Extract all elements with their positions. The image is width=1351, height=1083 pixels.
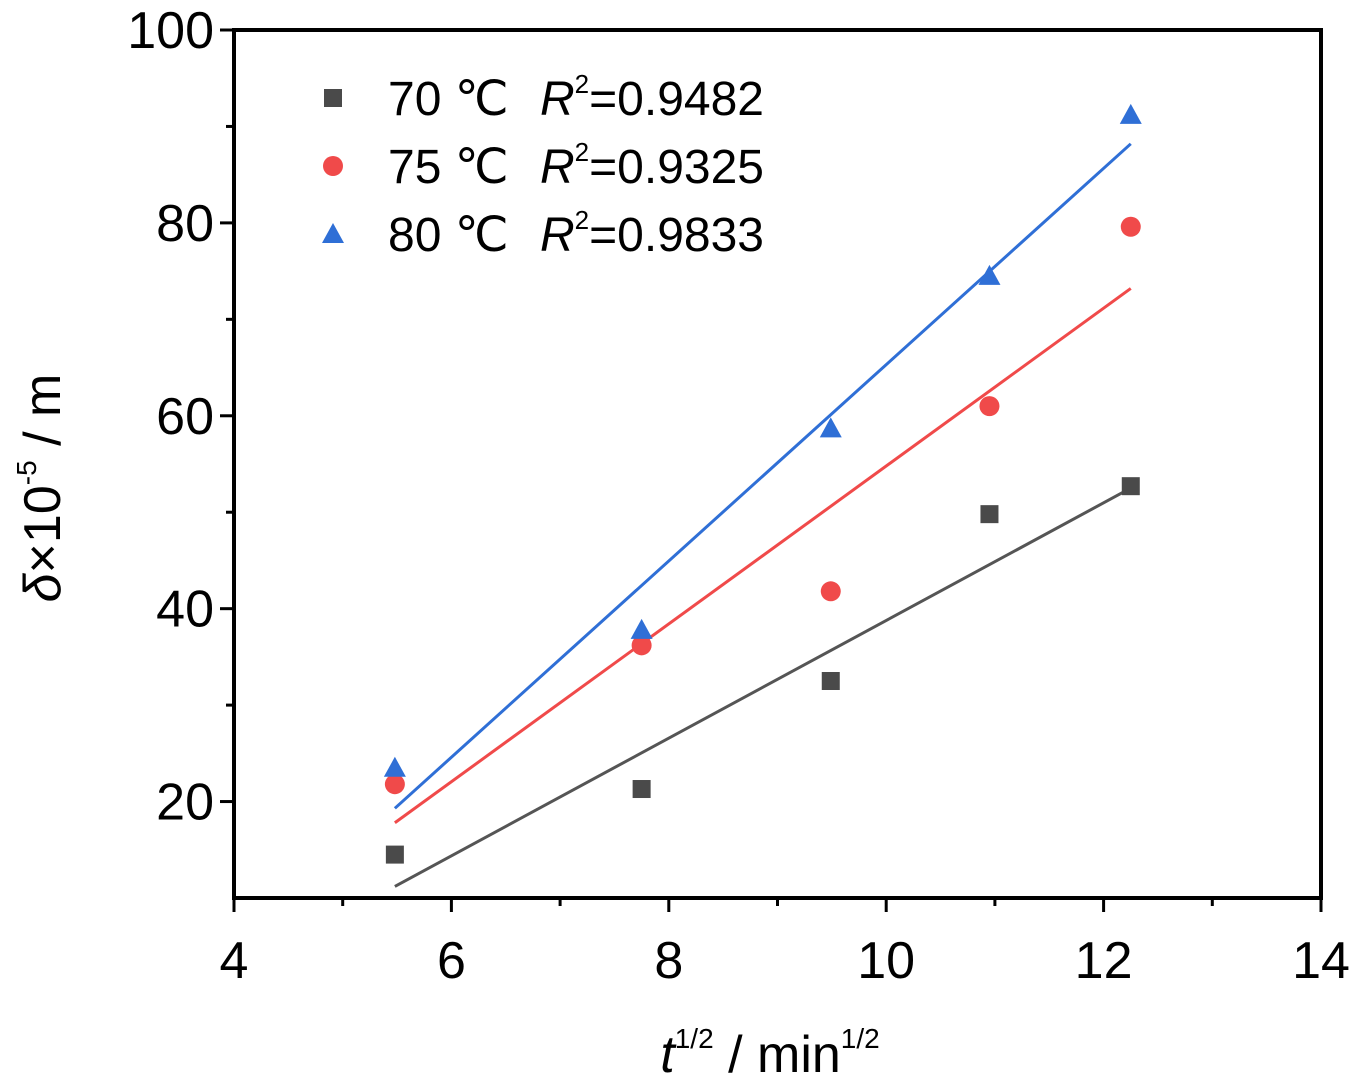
data-point-series-2 [630, 618, 653, 639]
x-tick-label: 6 [437, 932, 466, 990]
legend-r2-value: =0.9482 [589, 73, 764, 126]
data-point-series-0 [821, 672, 840, 690]
legend-label-1: 75 ℃ R2=0.9325 [388, 137, 764, 194]
data-point-series-0 [1121, 477, 1140, 496]
data-points [383, 103, 1142, 864]
data-point-series-2 [819, 417, 842, 438]
x-axis-var: t [660, 1026, 677, 1083]
data-point-series-1 [631, 635, 652, 656]
legend-marker-0 [324, 89, 342, 107]
legend-r2-value: =0.9833 [589, 209, 764, 262]
legend-marker-1 [323, 156, 343, 176]
legend-r2-sup: 2 [575, 137, 589, 167]
legend-temp: 75 ℃ [388, 141, 509, 194]
y-axis-title: δ×10-5 / m [11, 374, 72, 603]
y-axis-unit: / m [14, 374, 72, 461]
fit-lines [393, 142, 1132, 888]
y-axis-mult-sup: -5 [11, 460, 42, 485]
fit-line-series-0 [394, 486, 1132, 888]
data-point-series-2 [1119, 103, 1142, 124]
legend-r2-label: R [540, 73, 575, 126]
legend-label-0: 70 ℃ R2=0.9482 [388, 69, 764, 126]
y-axis-var: δ [14, 572, 72, 602]
fit-line-series-2 [393, 142, 1132, 810]
x-axis-unit: / min [714, 1026, 841, 1083]
y-tick-label: 20 [156, 774, 214, 832]
data-point-series-1 [979, 396, 1000, 417]
x-tick-label: 4 [220, 932, 249, 990]
data-point-series-1 [820, 581, 841, 602]
legend-marker-2 [322, 223, 344, 243]
axes-layer: 4 6 8 10 12 14 20 40 60 80 100 [127, 2, 1350, 990]
data-point-series-2 [383, 756, 406, 777]
data-point-series-0 [632, 780, 651, 799]
data-point-series-0 [980, 505, 999, 524]
legend-label-2: 80 ℃ R2=0.9833 [388, 205, 764, 262]
legend-temp: 70 ℃ [388, 73, 509, 126]
data-point-series-1 [1120, 216, 1141, 237]
legend-r2-value: =0.9325 [589, 141, 764, 194]
x-axis-unit-sup: 1/2 [841, 1023, 880, 1054]
legend-r2-sup: 2 [575, 69, 589, 99]
y-tick-label: 40 [156, 581, 214, 639]
y-axis-mult: ×10 [14, 485, 72, 573]
x-tick-label: 8 [654, 932, 683, 990]
x-tick-label: 14 [1292, 932, 1350, 990]
y-tick-label: 60 [156, 388, 214, 446]
legend-r2-sup: 2 [575, 205, 589, 235]
x-tick-label: 10 [857, 932, 915, 990]
data-point-series-0 [385, 845, 404, 864]
legend-temp: 80 ℃ [388, 209, 509, 262]
fit-line-series-1 [393, 287, 1132, 824]
x-axis-var-sup: 1/2 [675, 1023, 714, 1054]
data-point-series-1 [384, 774, 405, 795]
data-point-series-2 [978, 264, 1001, 285]
x-tick-label: 12 [1075, 932, 1133, 990]
y-tick-label: 80 [156, 195, 214, 253]
legend-r2-label: R [540, 209, 575, 262]
y-tick-label: 100 [127, 2, 214, 60]
x-axis-title: t1/2 / min1/2 [660, 1023, 879, 1083]
legend-r2-label: R [540, 141, 575, 194]
